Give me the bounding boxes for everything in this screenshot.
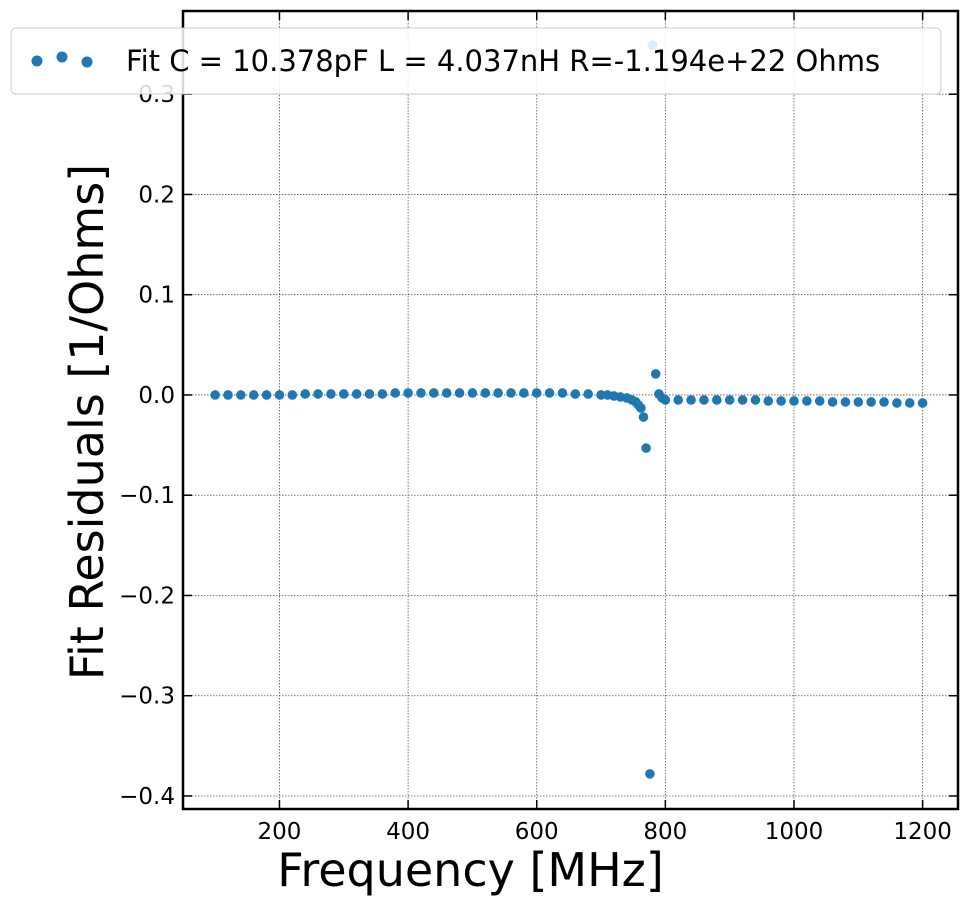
data-point (641, 443, 651, 453)
data-point (712, 395, 722, 405)
data-point (390, 388, 401, 398)
data-point (287, 390, 298, 400)
data-point (789, 396, 799, 406)
data-point (377, 389, 388, 399)
data-point (364, 389, 375, 399)
x-tick-label: 800 (643, 819, 687, 845)
data-point (467, 388, 478, 398)
y-tick-label: −0.2 (119, 583, 175, 609)
data-point (274, 390, 285, 400)
plot-frame (181, 9, 960, 811)
x-tick-label: 1000 (765, 819, 824, 845)
data-point (351, 389, 362, 399)
data-point (493, 388, 503, 398)
data-point (699, 395, 709, 405)
data-point (441, 388, 452, 398)
y-tick-label: 0.0 (138, 383, 175, 409)
x-tick-label: 200 (258, 819, 302, 845)
data-point (429, 388, 439, 398)
y-tick-label: 0.1 (138, 283, 175, 309)
y-tick-label: −0.3 (119, 684, 175, 710)
data-points (210, 40, 928, 779)
data-point (570, 389, 581, 399)
legend-label: Fit C = 10.378pF L = 4.037nH R=-1.194e+2… (126, 44, 880, 78)
data-point (454, 388, 465, 398)
x-tick-label: 600 (515, 819, 559, 845)
data-point (763, 396, 774, 406)
data-point (917, 398, 928, 408)
y-tick-label: −0.4 (119, 784, 175, 810)
data-point (673, 395, 684, 405)
legend: Fit C = 10.378pF L = 4.037nH R=-1.194e+2… (10, 27, 942, 95)
data-point (840, 397, 851, 407)
data-point (313, 389, 323, 399)
data-point (802, 396, 812, 406)
data-point (853, 397, 864, 407)
data-point (686, 395, 696, 405)
data-point (660, 395, 671, 405)
y-tick-label: 0.2 (138, 182, 175, 208)
data-point (583, 389, 593, 399)
data-point (724, 395, 735, 405)
data-point (750, 395, 761, 405)
data-point (879, 397, 889, 407)
data-point (737, 395, 748, 405)
x-tick-label: 400 (386, 819, 430, 845)
data-point (261, 390, 272, 400)
y-axis-title: Fit Residuals [1/Ohms] (60, 164, 114, 680)
data-point (519, 388, 529, 398)
x-axis-title: Frequency [MHz] (277, 843, 664, 897)
y-tick-label: −0.1 (119, 483, 175, 509)
data-point (416, 388, 426, 398)
legend-markers (31, 51, 93, 68)
x-tick-label: 1200 (893, 819, 952, 845)
legend-marker (81, 56, 93, 68)
data-point (827, 397, 838, 407)
legend-marker (56, 51, 68, 63)
data-point (892, 398, 902, 408)
data-point (236, 390, 246, 400)
data-point (223, 390, 233, 400)
data-point (338, 389, 349, 399)
data-point (248, 390, 259, 400)
data-point (650, 369, 661, 379)
data-point (645, 769, 655, 779)
grid (183, 11, 958, 809)
data-point (544, 388, 555, 398)
legend-marker (31, 55, 43, 67)
axis-ticks: 200 400 600 800 1000 1200 −0.4 −0.3 −0.2 −0.1 0.0 0… (119, 11, 958, 845)
data-point (638, 412, 649, 422)
data-point (557, 388, 568, 398)
data-point (403, 388, 413, 398)
data-point (326, 389, 336, 399)
data-point (904, 398, 915, 408)
data-point (636, 403, 646, 413)
data-point (814, 396, 825, 406)
legend-box (10, 27, 942, 95)
data-point (866, 397, 876, 407)
data-point (480, 388, 491, 398)
data-point (300, 389, 310, 399)
data-point (776, 396, 786, 406)
data-point (210, 390, 220, 400)
data-point (506, 388, 516, 398)
data-point (531, 388, 542, 398)
